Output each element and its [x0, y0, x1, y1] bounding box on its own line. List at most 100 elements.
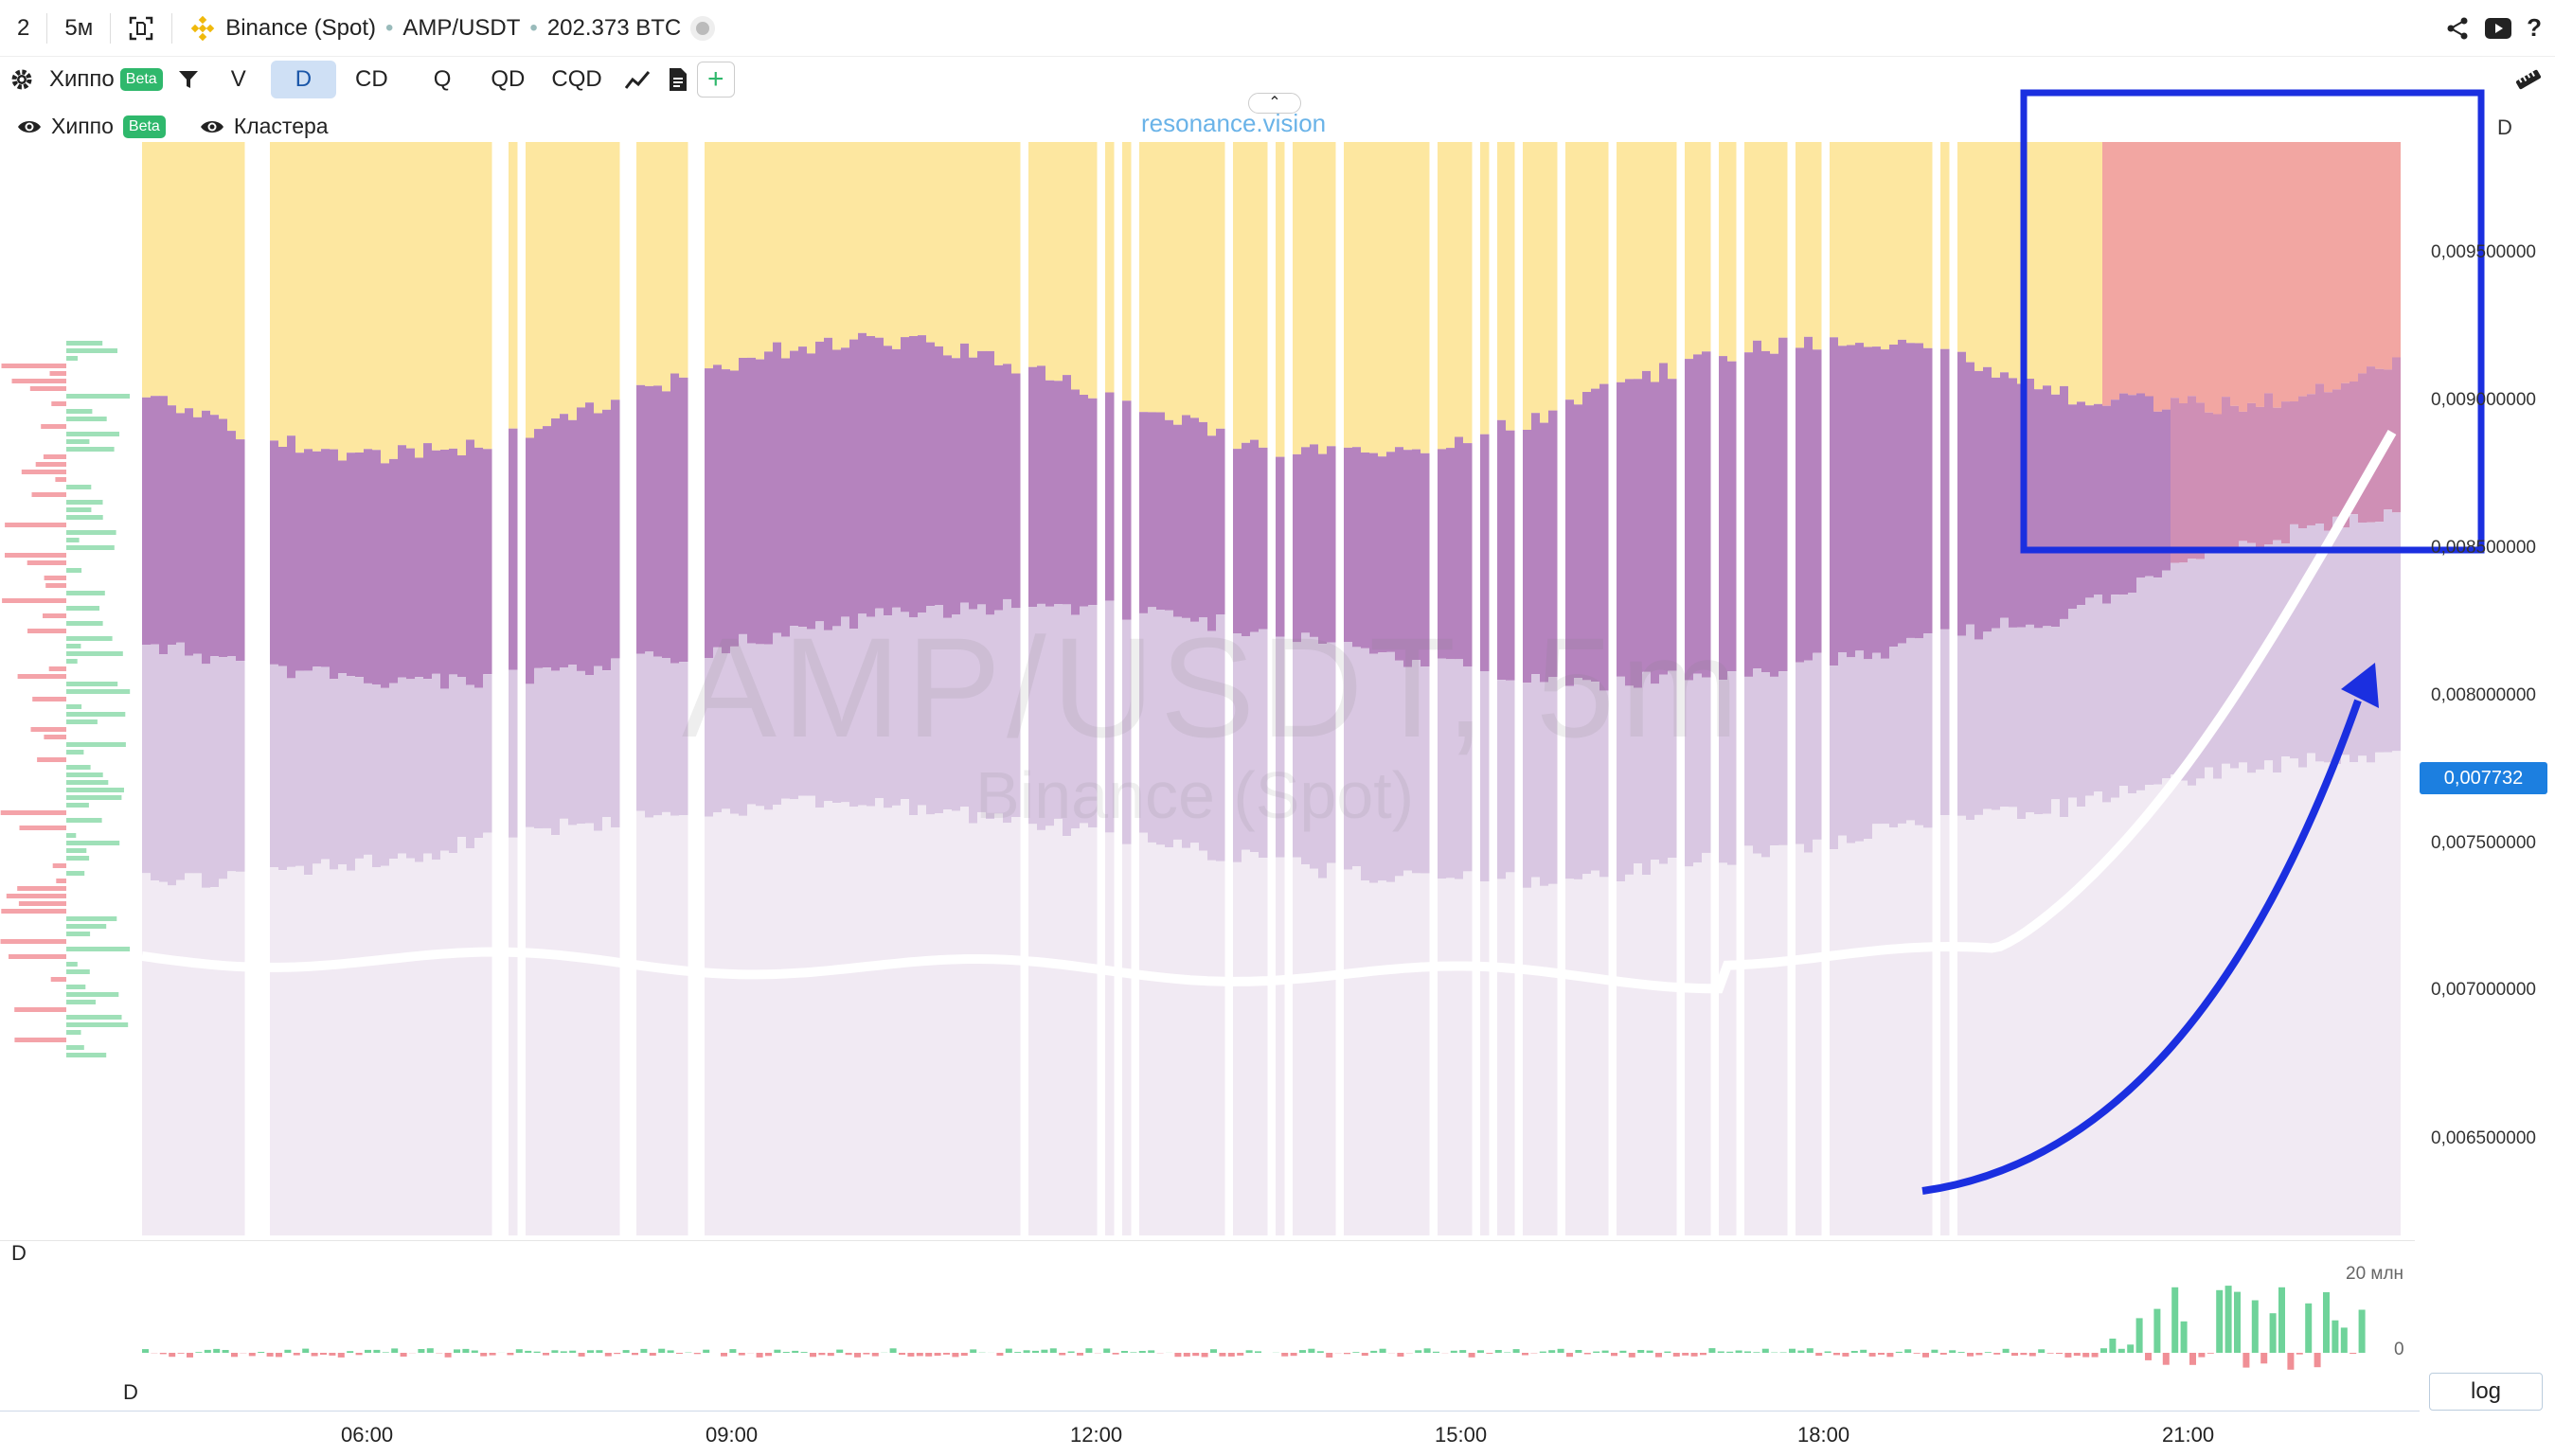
heatmap-cell: [645, 651, 654, 818]
heatmap-cell: [2281, 142, 2291, 402]
share-button[interactable]: [2438, 0, 2477, 57]
heatmap-cell: [909, 142, 919, 336]
profile-bar: [66, 447, 115, 452]
heatmap-cell: [670, 815, 680, 1235]
heatmap-cell: [679, 815, 688, 1235]
tab-cd[interactable]: CD: [342, 61, 402, 98]
heatmap-cell: [2179, 403, 2189, 563]
tab-q[interactable]: Q: [420, 61, 465, 98]
time-axis[interactable]: 06:00 09:00 12:00 15:00 18:00 21:00: [0, 1411, 2420, 1456]
heatmap-cell: [781, 798, 791, 1235]
ruler-button[interactable]: [2502, 61, 2555, 98]
tab-v[interactable]: V: [218, 61, 259, 98]
tab-qd[interactable]: QD: [477, 61, 538, 98]
heatmap-cell: [2264, 544, 2274, 761]
heatmap-cell: [1156, 412, 1166, 611]
log-scale-button[interactable]: log: [2429, 1373, 2543, 1411]
heatmap-cell: [2205, 142, 2214, 413]
heatmap-cell: [295, 142, 305, 453]
interval-selector[interactable]: 5м: [47, 0, 110, 57]
price-axis[interactable]: D 0,009500000 0,009000000 0,008500000 0,…: [2420, 104, 2555, 1240]
heatmap-cell: [2247, 402, 2257, 543]
delta-subpanel[interactable]: D D 20 млн 0: [0, 1240, 2415, 1411]
heatmap-cell: [151, 880, 160, 1235]
heatmap-cell: [1327, 446, 1336, 643]
heatmap-cell: [1599, 877, 1609, 1235]
video-button[interactable]: [2477, 0, 2519, 57]
heatmap-cell: [1659, 863, 1669, 1235]
heatmap-cell: [1881, 349, 1890, 659]
heatmap-cell: [2222, 397, 2231, 551]
filter-button[interactable]: [169, 61, 208, 98]
delta-bar: [337, 1353, 345, 1358]
fullscreen-button[interactable]: [111, 0, 171, 57]
heatmap-cell: [2085, 405, 2095, 598]
tab-cqd[interactable]: CQD: [538, 61, 615, 98]
heatmap-cell: [1003, 142, 1012, 364]
heatmap-cell: [1165, 142, 1174, 420]
heatmap-cell: [636, 384, 646, 654]
heatmap-cell: [1207, 630, 1217, 861]
profile-bar: [66, 568, 82, 573]
eye-icon[interactable]: [17, 118, 42, 135]
heatmap-cell: [1403, 870, 1413, 1235]
heatmap-cell: [1259, 447, 1268, 630]
heatmap-cell: [739, 358, 748, 634]
heatmap-cell: [2247, 542, 2257, 773]
heatmap-cell: [1318, 453, 1328, 645]
heatmap-cell: [483, 832, 492, 1235]
delta-bar: [1797, 1350, 1805, 1353]
document-button[interactable]: [659, 61, 697, 98]
dot-separator: •: [384, 14, 394, 41]
gear-icon: [11, 69, 32, 90]
heatmap-cell: [2196, 402, 2206, 559]
heatmap-cell: [722, 808, 731, 1235]
layout-number: 2: [17, 14, 30, 41]
heatmap-cell: [1063, 142, 1072, 376]
heatmap-cell: [2162, 778, 2171, 1235]
heatmap-cell: [1037, 603, 1046, 830]
heatmap-cell: [858, 805, 867, 1235]
heatmap-cell: [1548, 410, 1558, 678]
heatmap-cell: [1446, 448, 1456, 660]
current-price-tag: 0,007732: [2420, 762, 2547, 794]
heatmap-cell: [2009, 142, 2018, 379]
heatmap-cell: [1438, 449, 1447, 659]
heatmap-cell: [2256, 406, 2265, 548]
heatmap-cell: [1327, 862, 1336, 1235]
collapse-toolbar-button[interactable]: ⌃: [1248, 93, 1301, 114]
heatmap-cell: [389, 142, 399, 459]
hippo-indicator-button[interactable]: Хиппо Beta: [44, 61, 169, 98]
heatmap-cell: [193, 142, 203, 417]
delta-bar: [2305, 1303, 2313, 1353]
heatmap-cell: [1855, 841, 1865, 1235]
heatmap-cell: [1003, 598, 1012, 824]
delta-bar: [658, 1348, 666, 1353]
delta-bar: [1227, 1353, 1235, 1357]
heatmap-cell: [1753, 340, 1762, 669]
tab-d[interactable]: D: [270, 61, 337, 98]
heatmap-cell: [1011, 142, 1021, 374]
delta-bar: [2082, 1353, 2090, 1358]
heatmap-cell: [1250, 852, 1260, 1235]
layout-selector[interactable]: 2: [0, 0, 46, 57]
heatmap-cell: [2367, 762, 2376, 1235]
add-indicator-button[interactable]: +: [696, 62, 735, 98]
heatmap-cell: [969, 609, 978, 824]
heatmap-cell: [1727, 142, 1737, 362]
heatmap-cell: [1361, 453, 1370, 648]
tab-qd-label: QD: [491, 66, 526, 92]
profile-bar: [41, 424, 66, 429]
heatmap-cell: [756, 644, 765, 807]
settings-button[interactable]: [0, 61, 44, 98]
symbol-selector[interactable]: Binance (Spot) • AMP/USDT • 202.373 BTC: [172, 0, 732, 57]
heatmap-cell: [1276, 456, 1285, 637]
heatmap-cell: [2094, 595, 2103, 792]
eye-icon[interactable]: [200, 118, 224, 135]
heatmap-cell: [2350, 142, 2359, 382]
heatmap-cell: [2273, 772, 2282, 1235]
help-button[interactable]: ?: [2519, 0, 2555, 57]
subpanel-label: D: [11, 1241, 27, 1265]
heatmap-cell: [534, 142, 544, 430]
line-chart-button[interactable]: [616, 61, 659, 98]
